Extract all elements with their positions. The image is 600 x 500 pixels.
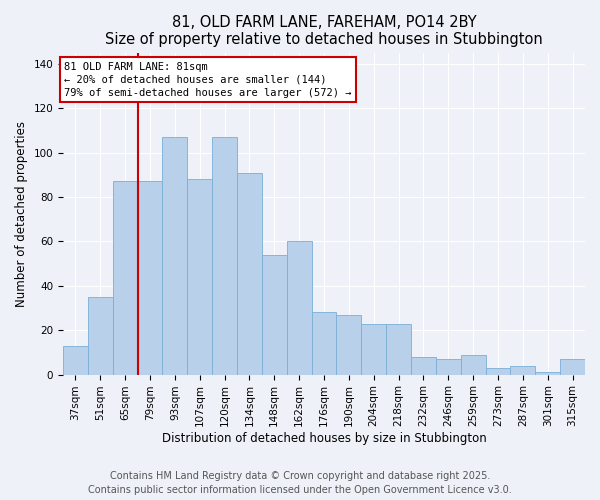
Text: Contains HM Land Registry data © Crown copyright and database right 2025.
Contai: Contains HM Land Registry data © Crown c… bbox=[88, 471, 512, 495]
Text: 81 OLD FARM LANE: 81sqm
← 20% of detached houses are smaller (144)
79% of semi-d: 81 OLD FARM LANE: 81sqm ← 20% of detache… bbox=[64, 62, 352, 98]
Bar bbox=[163, 137, 187, 374]
Bar bbox=[187, 180, 212, 374]
Bar bbox=[560, 359, 585, 374]
Bar bbox=[287, 242, 311, 374]
Bar bbox=[361, 324, 386, 374]
X-axis label: Distribution of detached houses by size in Stubbington: Distribution of detached houses by size … bbox=[161, 432, 487, 445]
Bar bbox=[137, 182, 163, 374]
Bar bbox=[436, 359, 461, 374]
Bar bbox=[511, 366, 535, 374]
Bar bbox=[63, 346, 88, 374]
Bar bbox=[411, 357, 436, 374]
Bar bbox=[237, 172, 262, 374]
Bar bbox=[311, 312, 337, 374]
Bar bbox=[113, 182, 137, 374]
Bar bbox=[485, 368, 511, 374]
Y-axis label: Number of detached properties: Number of detached properties bbox=[15, 120, 28, 306]
Bar bbox=[262, 254, 287, 374]
Bar bbox=[535, 372, 560, 374]
Bar bbox=[461, 354, 485, 374]
Bar bbox=[337, 314, 361, 374]
Bar bbox=[386, 324, 411, 374]
Title: 81, OLD FARM LANE, FAREHAM, PO14 2BY
Size of property relative to detached house: 81, OLD FARM LANE, FAREHAM, PO14 2BY Siz… bbox=[105, 15, 543, 48]
Bar bbox=[88, 297, 113, 374]
Bar bbox=[212, 137, 237, 374]
